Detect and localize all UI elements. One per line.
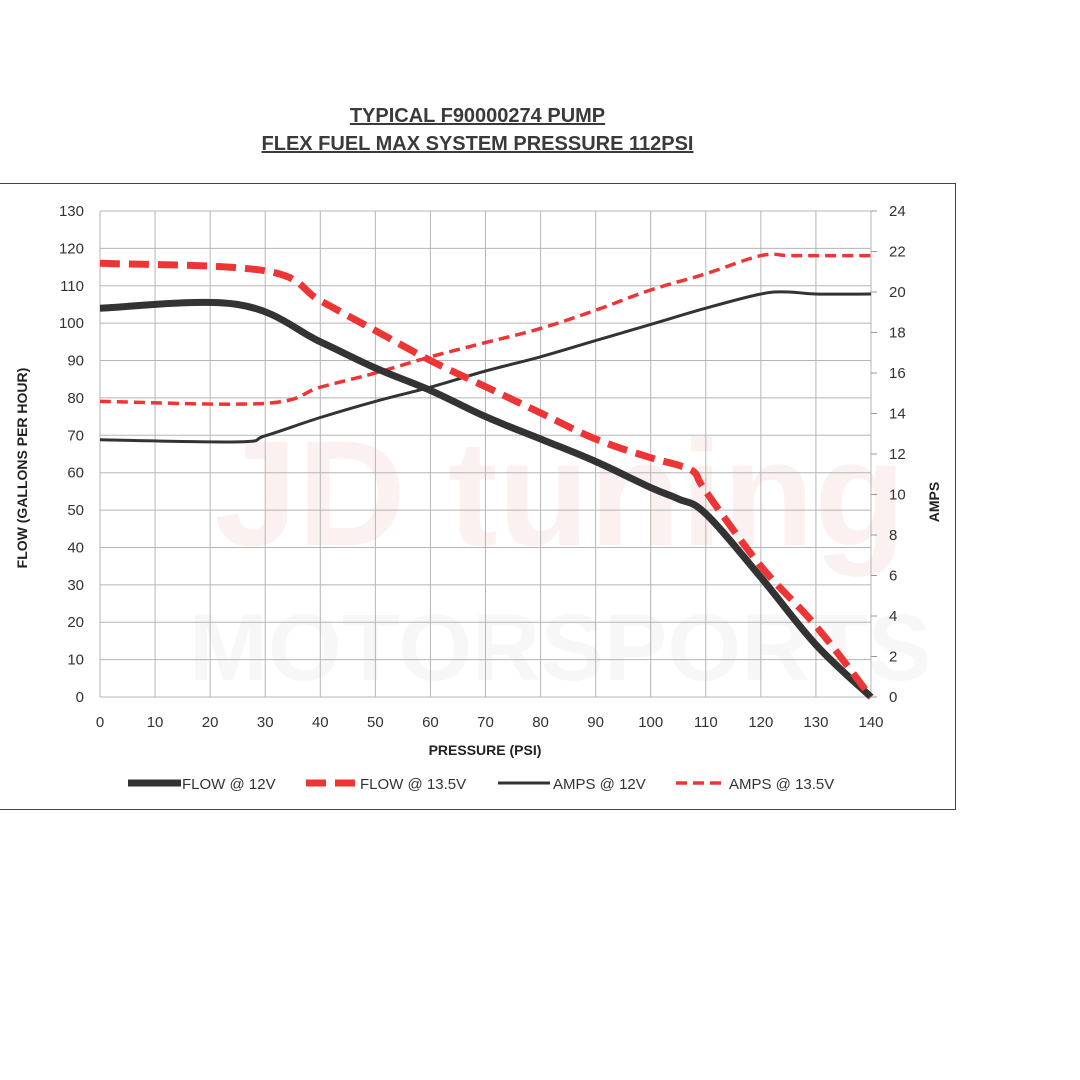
y-tick-label: 40 [67,539,84,556]
series-group [99,252,874,700]
x-tick-label: 90 [587,714,604,731]
grid [99,210,872,698]
y2-tick-label: 18 [889,325,906,342]
x-tick-label: 100 [638,714,663,731]
legend-label-amps-12v: AMPS @ 12V [553,776,646,793]
y2-tick-label: 0 [889,689,897,706]
y-tick-label: 100 [59,315,84,332]
x-tick-label: 60 [422,714,439,731]
x-tick-label: 80 [532,714,549,731]
y-tick-label: 10 [67,652,84,669]
watermark: JD tuning MOTORSPORTS [189,409,931,701]
series-line-amps-13-5v [99,252,871,406]
y-tick-label: 30 [67,577,84,594]
y-tick-label: 20 [67,614,84,631]
legend-label-flow-12v: FLOW @ 12V [182,776,276,793]
series-line-amps-12v [99,290,872,444]
legend-label-amps-13-5v: AMPS @ 13.5V [729,776,834,793]
x-tick-label: 110 [694,714,718,731]
x-axis: 0 10 20 30 40 50 60 70 80 90 100 110 120 130 140 [96,714,884,731]
y2-tick-label: 12 [889,446,906,463]
series-line-flow-13-5v [99,259,874,700]
y-tick-label: 120 [59,240,84,257]
chart-title: TYPICAL F90000274 PUMP [349,105,606,127]
series-line-flow-12v [99,298,874,700]
chart-frame [0,183,956,810]
x-tick-label: 20 [202,714,219,731]
y2-tick-label: 20 [889,284,906,301]
x-tick-label: 130 [803,714,828,731]
x-tick-label: 0 [96,714,104,731]
y2-tick-label: 4 [889,608,897,625]
y2-tick-label: 6 [889,568,897,585]
x-tick-label: 50 [367,714,384,731]
legend-label-flow-13-5v: FLOW @ 13.5V [360,776,466,793]
y2-axis-title: AMPS [926,482,942,522]
y-tick-label: 0 [76,689,84,706]
y2-tick-label: 2 [889,649,897,666]
y2-tick-label: 8 [889,527,897,544]
x-tick-label: 120 [748,714,773,731]
y-axis-title: FLOW (GALLONS PER HOUR) [14,368,30,569]
y2-tick-label: 24 [889,203,906,220]
x-tick-label: 140 [858,714,883,731]
y-tick-label: 50 [67,502,84,519]
y2-tick-label: 16 [889,365,906,382]
y-tick-label: 130 [59,203,84,220]
y-tick-label: 60 [67,465,84,482]
x-axis-title: PRESSURE (PSI) [429,742,542,758]
y-tick-label: 110 [60,278,84,295]
watermark-line-1: JD tuning [214,409,906,577]
x-tick-label: 70 [477,714,494,731]
x-tick-label: 40 [312,714,329,731]
y2-tick-label: 14 [889,406,906,423]
chart-subtitle: FLEX FUEL MAX SYSTEM PRESSURE 112PSI [261,133,694,155]
y-axis-left: 0 10 20 30 40 50 60 70 80 90 100 110 120 130 [59,203,84,706]
y2-tick-label: 22 [889,244,906,261]
x-tick-label: 10 [147,714,164,731]
legend: FLOW @ 12V FLOW @ 13.5V AMPS @ 12V AMPS @ 1… [128,776,834,793]
y-tick-label: 70 [67,427,84,444]
chart-title-block: TYPICAL F90000274 PUMP FLEX FUEL MAX SYS… [0,102,955,158]
y-tick-label: 80 [67,390,84,407]
y2-tick-label: 10 [889,487,906,504]
x-tick-label: 30 [257,714,274,731]
y-tick-label: 90 [67,353,84,370]
